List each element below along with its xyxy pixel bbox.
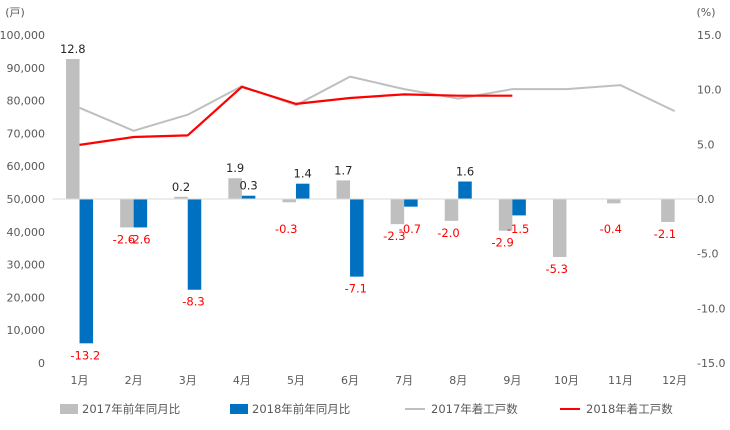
legend: 2017年前年同月比 2018年前年同月比 2017年着工戸数 2018年着工戸数 — [60, 402, 673, 416]
left-axis-tick-label: 80,000 — [7, 95, 46, 108]
x-axis-tick-label: 7月 — [395, 374, 413, 387]
bar-layer — [66, 59, 675, 344]
bar-2018 — [350, 199, 364, 277]
right-axis-tick-label: 0.0 — [697, 193, 715, 206]
legend-item: 2017年着工戸数 — [405, 402, 518, 416]
data-label: -13.2 — [70, 348, 100, 362]
right-axis-tick-label: 10.0 — [697, 84, 722, 97]
bar-2017 — [174, 196, 188, 199]
left-axis-tick-label: 30,000 — [7, 259, 46, 272]
legend-label: 2017年着工戸数 — [431, 402, 518, 416]
data-label: -0.7 — [399, 222, 421, 236]
left-axis-tick-label: 0 — [38, 357, 45, 370]
data-label: -2.0 — [437, 226, 459, 240]
bar-2017 — [607, 199, 621, 204]
right-axis-tick-label: -15.0 — [697, 357, 725, 370]
bar-2017 — [498, 199, 513, 231]
line-2018 — [79, 85, 513, 146]
x-axis-tick-label: 10月 — [554, 374, 579, 387]
left-axis-tick-label: 50,000 — [7, 193, 46, 206]
bar-2018 — [295, 183, 310, 199]
bar-2017 — [444, 199, 459, 221]
data-label: 1.7 — [334, 163, 352, 177]
data-label: 0.3 — [239, 179, 257, 193]
x-axis-tick-label: 8月 — [449, 374, 467, 387]
legend-label: 2018年着工戸数 — [586, 402, 673, 416]
left-axis-tick-label: 20,000 — [7, 291, 46, 304]
right-axis-tick-label: -10.0 — [697, 302, 725, 315]
data-label: -1.5 — [507, 222, 529, 236]
x-axis-tick-label: 9月 — [503, 374, 521, 387]
line-2017 — [79, 75, 676, 132]
left-axis-tick-label: 100,000 — [0, 29, 45, 42]
data-label: 12.8 — [60, 42, 86, 56]
data-label: -7.1 — [345, 282, 367, 296]
left-axis-tick-label: 70,000 — [7, 127, 46, 140]
left-axis-unit: (戸) — [5, 6, 25, 19]
bar-2018 — [512, 199, 526, 216]
right-axis-unit: (%) — [696, 6, 715, 19]
data-label: 0.2 — [172, 180, 190, 194]
data-label-layer: 12.8 -2.6 0.2 1.9 -0.3 1.7 -2.3 -2.0 -2.9 -5.3 -0.… — [60, 42, 676, 362]
data-label: 1.6 — [456, 165, 474, 179]
bar-2018 — [241, 195, 256, 199]
left-axis: (戸) 0 10,000 20,000 30,000 40,000 50,000 60,000… — [0, 6, 45, 370]
bar-2018 — [404, 199, 418, 207]
data-label: -2.6 — [128, 232, 150, 246]
bar-2018 — [187, 199, 202, 290]
left-axis-tick-label: 90,000 — [7, 62, 46, 75]
bar-2017 — [228, 178, 242, 199]
x-axis-tick-label: 1月 — [71, 374, 89, 387]
data-label: -2.3 — [383, 229, 405, 243]
bar-2017 — [282, 199, 296, 203]
x-axis-tick-label: 3月 — [179, 374, 197, 387]
data-label: 1.9 — [226, 161, 244, 175]
line-layer — [79, 75, 676, 146]
left-axis-tick-label: 10,000 — [7, 324, 46, 337]
left-axis-tick-label: 40,000 — [7, 226, 46, 239]
x-axis-tick-label: 6月 — [341, 374, 359, 387]
bar-2018 — [133, 199, 148, 228]
x-axis-tick-label: 4月 — [233, 374, 251, 387]
legend-item: 2018年前年同月比 — [230, 402, 350, 416]
bar-2018 — [458, 181, 472, 199]
legend-swatch — [230, 404, 248, 414]
left-axis-tick-label: 60,000 — [7, 160, 46, 173]
right-axis-tick-label: -5.0 — [697, 248, 718, 261]
bar-2018 — [79, 199, 94, 344]
x-axis-tick-label: 12月 — [662, 374, 687, 387]
bar-2017 — [390, 199, 405, 225]
legend-item: 2017年前年同月比 — [60, 402, 180, 416]
data-label: -2.1 — [654, 227, 676, 241]
data-label: -0.3 — [275, 222, 297, 236]
legend-label: 2018年前年同月比 — [252, 402, 350, 416]
data-label: 1.4 — [294, 167, 312, 181]
x-axis-tick-label: 2月 — [125, 374, 143, 387]
legend-item: 2018年着工戸数 — [560, 402, 673, 416]
data-label: -8.3 — [182, 295, 204, 309]
right-axis-tick-label: 15.0 — [697, 29, 722, 42]
bar-2017 — [552, 199, 567, 257]
right-axis: (%) -15.0 -10.0 -5.0 0.0 5.0 10.0 15.0 — [696, 6, 725, 370]
bar-2017 — [336, 180, 351, 199]
legend-label: 2017年前年同月比 — [82, 402, 180, 416]
legend-swatch — [60, 404, 78, 414]
bar-2017 — [66, 59, 80, 200]
x-axis-tick-label: 11月 — [608, 374, 633, 387]
x-axis: 1月 2月 3月 4月 5月 6月 7月 8月 9月 10月 11月 12月 — [71, 374, 688, 387]
data-label: -0.4 — [600, 222, 622, 236]
data-label: -2.6 — [113, 232, 135, 246]
data-label: -5.3 — [545, 262, 567, 276]
bar-2017 — [120, 199, 134, 228]
right-axis-tick-label: 5.0 — [697, 138, 715, 151]
x-axis-tick-label: 5月 — [287, 374, 305, 387]
bar-2017 — [661, 199, 675, 222]
data-label: -2.9 — [491, 236, 513, 250]
